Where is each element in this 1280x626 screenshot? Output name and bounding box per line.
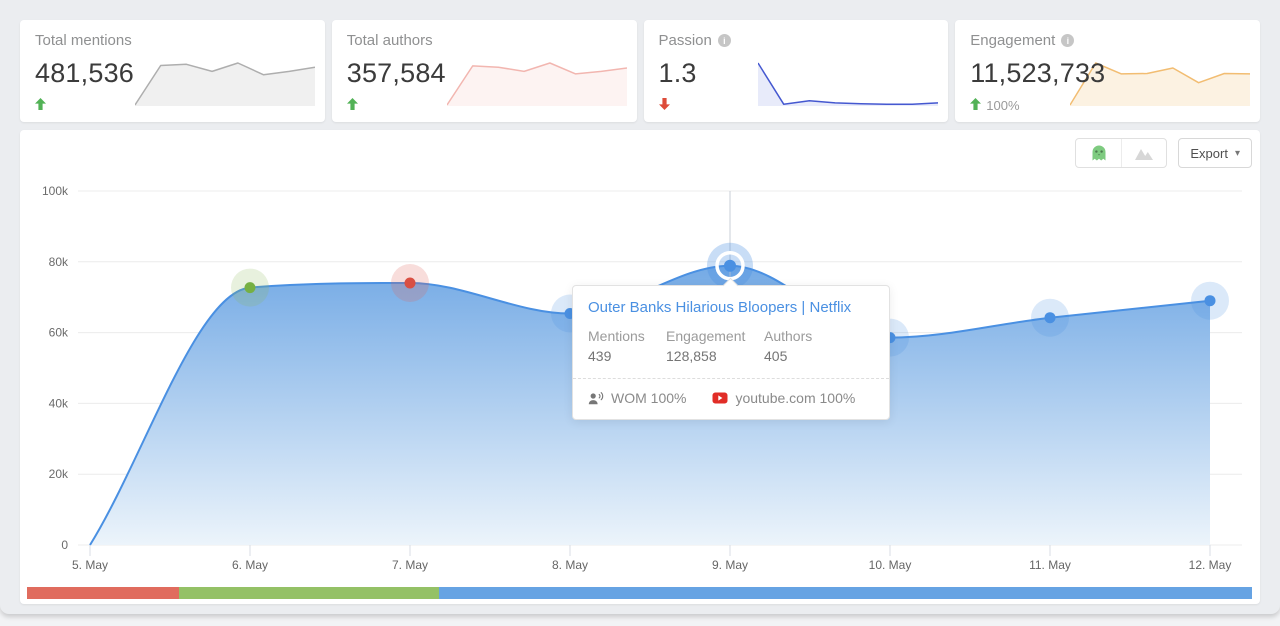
- trend-label: 100%: [986, 98, 1020, 113]
- tooltip-sources: WOM 100% youtube.com 100%: [573, 378, 889, 419]
- tooltip-stat-engagement: Engagement 128,858: [666, 328, 764, 364]
- sparkline-line: [1070, 62, 1250, 106]
- stat-card-engagement: Engagement 11,523,733 100%: [955, 20, 1260, 122]
- y-axis-label: 20k: [49, 467, 69, 481]
- youtube-icon: [712, 392, 728, 404]
- card-title: Engagement: [970, 32, 1260, 49]
- card-trend: [35, 98, 51, 113]
- x-axis-label: 6. May: [232, 558, 268, 572]
- card-title: Total mentions: [35, 32, 325, 49]
- y-axis-label: 0: [61, 538, 68, 552]
- engagement-sparkline: [1070, 62, 1250, 106]
- bar-segment-negative[interactable]: [27, 587, 179, 599]
- stat-label: Authors: [764, 328, 813, 344]
- trend-up-icon: [970, 98, 982, 113]
- stat-value: 405: [764, 348, 788, 364]
- x-axis-label: 12. May: [1189, 558, 1232, 572]
- tooltip-stat-authors: Authors 405: [764, 328, 812, 364]
- card-title: Passion: [659, 32, 949, 49]
- card-title: Total authors: [347, 32, 637, 49]
- passion-sparkline: [758, 62, 939, 106]
- card-trend: 100%: [970, 98, 1020, 113]
- bar-segment-neutral[interactable]: [438, 587, 1252, 599]
- sparkline-line: [446, 62, 627, 106]
- stat-label: Mentions: [588, 328, 645, 344]
- chart-point-active[interactable]: [724, 259, 736, 272]
- sparkline-line: [758, 62, 939, 105]
- y-axis-label: 40k: [49, 396, 69, 410]
- chart-point[interactable]: [1204, 295, 1216, 307]
- ghost-icon: [1092, 145, 1106, 161]
- chart-view-toggle: [1075, 138, 1168, 168]
- y-axis-label: 60k: [49, 326, 69, 340]
- export-button[interactable]: Export ▾: [1178, 138, 1252, 168]
- trend-down-icon: [658, 98, 670, 113]
- mascot-view-button[interactable]: [1076, 139, 1121, 167]
- chart-point[interactable]: [404, 277, 416, 289]
- export-label: Export: [1190, 145, 1228, 161]
- authors-sparkline: [446, 62, 627, 106]
- info-icon[interactable]: [1061, 34, 1075, 47]
- sparkline-area: [134, 63, 315, 106]
- image-view-button[interactable]: [1121, 139, 1166, 167]
- chevron-down-icon: ▾: [1234, 147, 1240, 159]
- stats-row: Total mentions 481,536 Total authors 357…: [20, 20, 1260, 122]
- mentions-sparkline: [134, 62, 315, 106]
- card-value: 357,584: [346, 58, 446, 88]
- chart-point[interactable]: [1044, 312, 1056, 324]
- source-label: WOM 100%: [611, 390, 687, 406]
- sparkline-line: [134, 62, 315, 106]
- stat-card-total-mentions: Total mentions 481,536: [20, 20, 325, 122]
- card-title-text: Total authors: [346, 32, 433, 49]
- sentiment-share-bar: [27, 587, 1252, 599]
- card-value: 481,536: [35, 58, 134, 88]
- x-axis-label: 8. May: [552, 558, 588, 572]
- source-label: youtube.com 100%: [735, 390, 856, 406]
- sparkline-area: [1070, 63, 1250, 106]
- card-trend: [346, 98, 363, 113]
- x-axis-label: 7. May: [392, 558, 428, 572]
- card-title-text: Passion: [658, 32, 712, 49]
- chart-point[interactable]: [244, 282, 256, 294]
- card-title-text: Engagement: [970, 32, 1056, 49]
- mentions-chart-card: 100k 80k 60k 40k 20k 0 5. May 6. May 7. May 8. M…: [20, 130, 1260, 604]
- card-value: 1.3: [658, 58, 697, 88]
- stat-value: 128,858: [666, 348, 717, 364]
- info-icon[interactable]: [717, 34, 731, 47]
- card-trend: [658, 98, 675, 113]
- stat-card-total-authors: Total authors 357,584: [331, 20, 637, 122]
- y-axis-label: 80k: [49, 255, 69, 269]
- x-axis-label: 5. May: [72, 558, 108, 572]
- x-axis-label: 11. May: [1029, 558, 1071, 572]
- chart-tooltip: Outer Banks Hilarious Bloopers | Netflix…: [572, 285, 890, 420]
- sparkline-area: [758, 63, 939, 106]
- stat-value: 439: [588, 348, 612, 364]
- card-value: 11,523,733: [970, 58, 1106, 88]
- stat-card-passion: Passion 1.3: [643, 20, 949, 122]
- wom-icon: [588, 391, 604, 404]
- tooltip-stats: Mentions 439 Engagement 128,858 Authors …: [573, 326, 889, 378]
- x-axis-label: 10. May: [869, 558, 912, 572]
- trend-up-icon: [346, 98, 358, 113]
- stat-label: Engagement: [666, 328, 746, 344]
- mountains-icon: [1135, 149, 1154, 160]
- tooltip-source-youtube: youtube.com 100%: [712, 390, 855, 406]
- bar-segment-positive[interactable]: [178, 587, 439, 599]
- tooltip-stat-mentions: Mentions 439: [588, 328, 666, 364]
- tooltip-story-link[interactable]: Outer Banks Hilarious Bloopers | Netflix: [588, 299, 852, 316]
- chart-toolbar: Export ▾: [1075, 138, 1252, 168]
- y-axis-label: 100k: [42, 184, 69, 198]
- trend-up-icon: [35, 98, 46, 113]
- card-title-text: Total mentions: [35, 32, 132, 49]
- x-axis-label: 9. May: [712, 558, 748, 572]
- tooltip-source-wom: WOM 100%: [588, 390, 686, 406]
